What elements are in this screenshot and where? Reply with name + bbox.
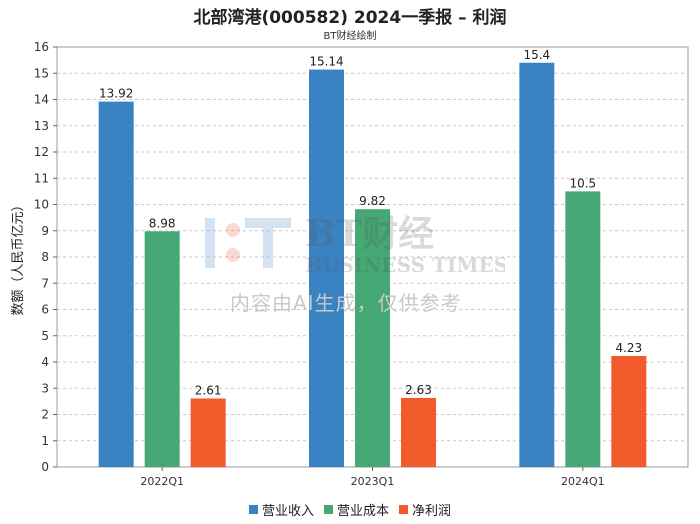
legend-swatch-revenue — [248, 505, 258, 514]
bar-value-label: 10.5 — [569, 176, 596, 190]
y-tick-label: 12 — [34, 145, 49, 159]
y-tick-label: 1 — [41, 434, 49, 448]
bar — [144, 231, 180, 467]
y-tick-label: 7 — [41, 276, 49, 290]
legend-item-cost: 营业成本 — [323, 500, 389, 519]
bar-value-label: 8.98 — [149, 216, 176, 230]
x-tick-label: 2022Q1 — [140, 475, 184, 488]
bar-value-label: 2.61 — [195, 383, 222, 397]
y-tick-label: 5 — [41, 329, 49, 343]
bar-value-label: 4.23 — [615, 341, 642, 355]
bar — [401, 397, 436, 467]
legend-swatch-net-profit — [399, 505, 408, 514]
y-tick-label: 13 — [34, 119, 49, 133]
y-tick-label: 10 — [34, 198, 49, 212]
legend-label-cost: 营业成本 — [336, 504, 389, 519]
bar — [565, 191, 601, 467]
legend-label-net-profit: 净利润 — [412, 504, 452, 519]
bar — [355, 209, 390, 467]
chart-subtitle: BT财经绘制 — [323, 31, 377, 42]
bar — [519, 62, 555, 467]
bar — [611, 355, 647, 467]
y-axis-label: 数额（人民币亿元） — [11, 198, 26, 315]
x-tick-label: 2023Q1 — [351, 475, 395, 488]
legend-swatch-cost — [323, 505, 333, 514]
bar-value-label: 2.63 — [405, 383, 432, 397]
y-tick-label: 3 — [41, 381, 49, 395]
bar-value-label: 9.82 — [359, 194, 386, 208]
y-tick-label: 4 — [41, 355, 49, 369]
legend-item-revenue: 营业收入 — [248, 500, 314, 519]
legend-item-net-profit: 净利润 — [399, 500, 451, 519]
y-tick-label: 2 — [41, 408, 49, 422]
bar — [98, 101, 134, 467]
y-tick-label: 11 — [34, 171, 49, 185]
legend-label-revenue: 营业收入 — [261, 504, 314, 519]
chart-title: 北部湾港(000582) 2024一季报 – 利润 — [193, 8, 507, 28]
bar-value-label: 13.92 — [99, 87, 133, 101]
x-tick-label: 2024Q1 — [561, 475, 605, 488]
bar-value-label: 15.14 — [309, 55, 343, 69]
y-tick-label: 15 — [34, 66, 49, 80]
y-tick-label: 16 — [34, 40, 49, 54]
y-tick-label: 0 — [41, 460, 49, 474]
y-tick-label: 6 — [41, 303, 49, 317]
y-tick-label: 14 — [34, 93, 49, 107]
bar-value-label: 15.4 — [523, 48, 550, 62]
bar — [190, 398, 226, 467]
bar — [309, 69, 344, 467]
legend: 营业收入 营业成本 净利润 — [0, 500, 700, 519]
y-tick-label: 9 — [41, 224, 49, 238]
y-tick-label: 8 — [41, 250, 49, 264]
